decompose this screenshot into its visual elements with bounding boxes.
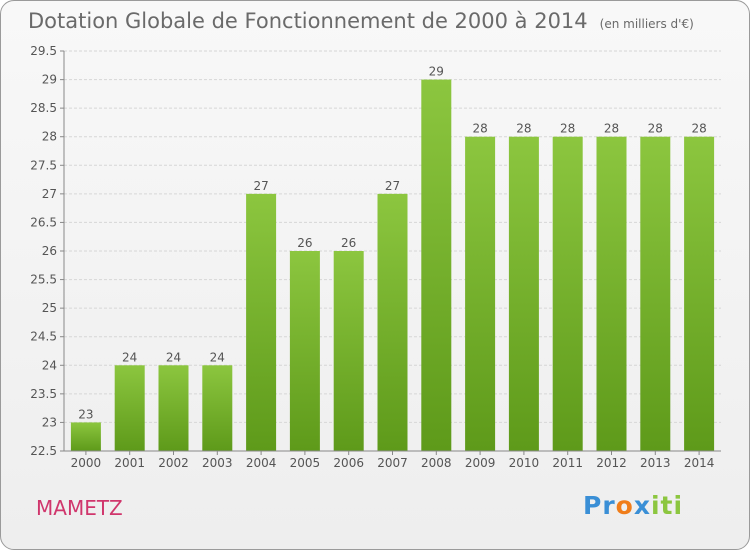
x-tick-label: 2000: [71, 456, 102, 470]
y-tick-label: 26: [42, 244, 57, 258]
bars: 23 24 24 24 27 26 26 27 29 28 28 28 28 28 28: [70, 65, 715, 452]
chart-title-text: Dotation Globale de Fonctionnement de 20…: [28, 9, 588, 33]
x-tick-label: 2011: [552, 456, 583, 470]
y-tick-label: 29: [42, 73, 57, 87]
x-tick-label: 2006: [333, 456, 364, 470]
proxiti-logo[interactable]: Proxiti: [583, 491, 684, 520]
x-tick-label: 2003: [202, 456, 233, 470]
data-label: 24: [210, 350, 225, 364]
chart-subtitle: (en milliers d'€): [599, 17, 694, 31]
bar: [202, 365, 233, 451]
town-name: MAMETZ: [36, 496, 123, 520]
data-label: 28: [648, 122, 663, 136]
x-tick-label: 2007: [377, 456, 408, 470]
y-tick-label: 28.5: [30, 101, 57, 115]
x-tick-label: 2002: [158, 456, 189, 470]
x-tick-label: 2001: [114, 456, 145, 470]
x-tick-label: 2005: [290, 456, 321, 470]
bar: [421, 79, 452, 452]
bar: [640, 136, 671, 451]
x-axis: 2000 2001 2002 2003 2004 2005 2006 2007 2008 2009…: [64, 450, 721, 470]
y-tick-label: 25.5: [30, 273, 57, 287]
bar: [465, 136, 496, 451]
data-label: 24: [166, 350, 181, 364]
y-tick-label: 24.5: [30, 330, 57, 344]
x-tick-label: 2013: [640, 456, 671, 470]
y-axis: 22.5 23 23.5 24 24.5 25 25.5 26 26.5 27 27.5 28 28.5…: [30, 44, 65, 458]
x-tick-label: 2009: [465, 456, 496, 470]
y-tick-label: 29.5: [30, 44, 57, 58]
y-tick-label: 23: [42, 415, 57, 429]
data-label: 28: [604, 122, 619, 136]
bar: [508, 136, 539, 451]
bar: [246, 193, 277, 451]
x-tick-label: 2012: [596, 456, 627, 470]
x-tick-label: 2010: [509, 456, 540, 470]
data-label: 27: [385, 179, 400, 193]
data-label: 29: [429, 65, 444, 79]
y-tick-label: 27.5: [30, 158, 57, 172]
bar: [289, 251, 320, 451]
data-label: 24: [122, 350, 137, 364]
bar: [158, 365, 189, 451]
bar: [70, 422, 101, 451]
x-tick-label: 2014: [684, 456, 715, 470]
y-tick-label: 22.5: [30, 444, 57, 458]
bar: [333, 251, 364, 451]
y-tick-label: 23.5: [30, 387, 57, 401]
data-label: 26: [297, 236, 312, 250]
y-tick-label: 25: [42, 301, 57, 315]
data-label: 28: [516, 122, 531, 136]
data-label: 27: [253, 179, 268, 193]
bar: [114, 365, 145, 451]
bar: [596, 136, 627, 451]
bar: [684, 136, 715, 451]
data-label: 28: [472, 122, 487, 136]
chart-title: Dotation Globale de Fonctionnement de 20…: [28, 9, 694, 33]
x-tick-label: 2004: [246, 456, 277, 470]
y-tick-label: 24: [42, 358, 57, 372]
y-tick-label: 27: [42, 187, 57, 201]
y-tick-label: 26.5: [30, 215, 57, 229]
bar: [377, 193, 408, 451]
bar: [552, 136, 583, 451]
data-label: 28: [691, 122, 706, 136]
data-label: 28: [560, 122, 575, 136]
y-tick-label: 28: [42, 130, 57, 144]
data-label: 23: [78, 407, 93, 421]
x-tick-label: 2008: [421, 456, 452, 470]
data-label: 26: [341, 236, 356, 250]
